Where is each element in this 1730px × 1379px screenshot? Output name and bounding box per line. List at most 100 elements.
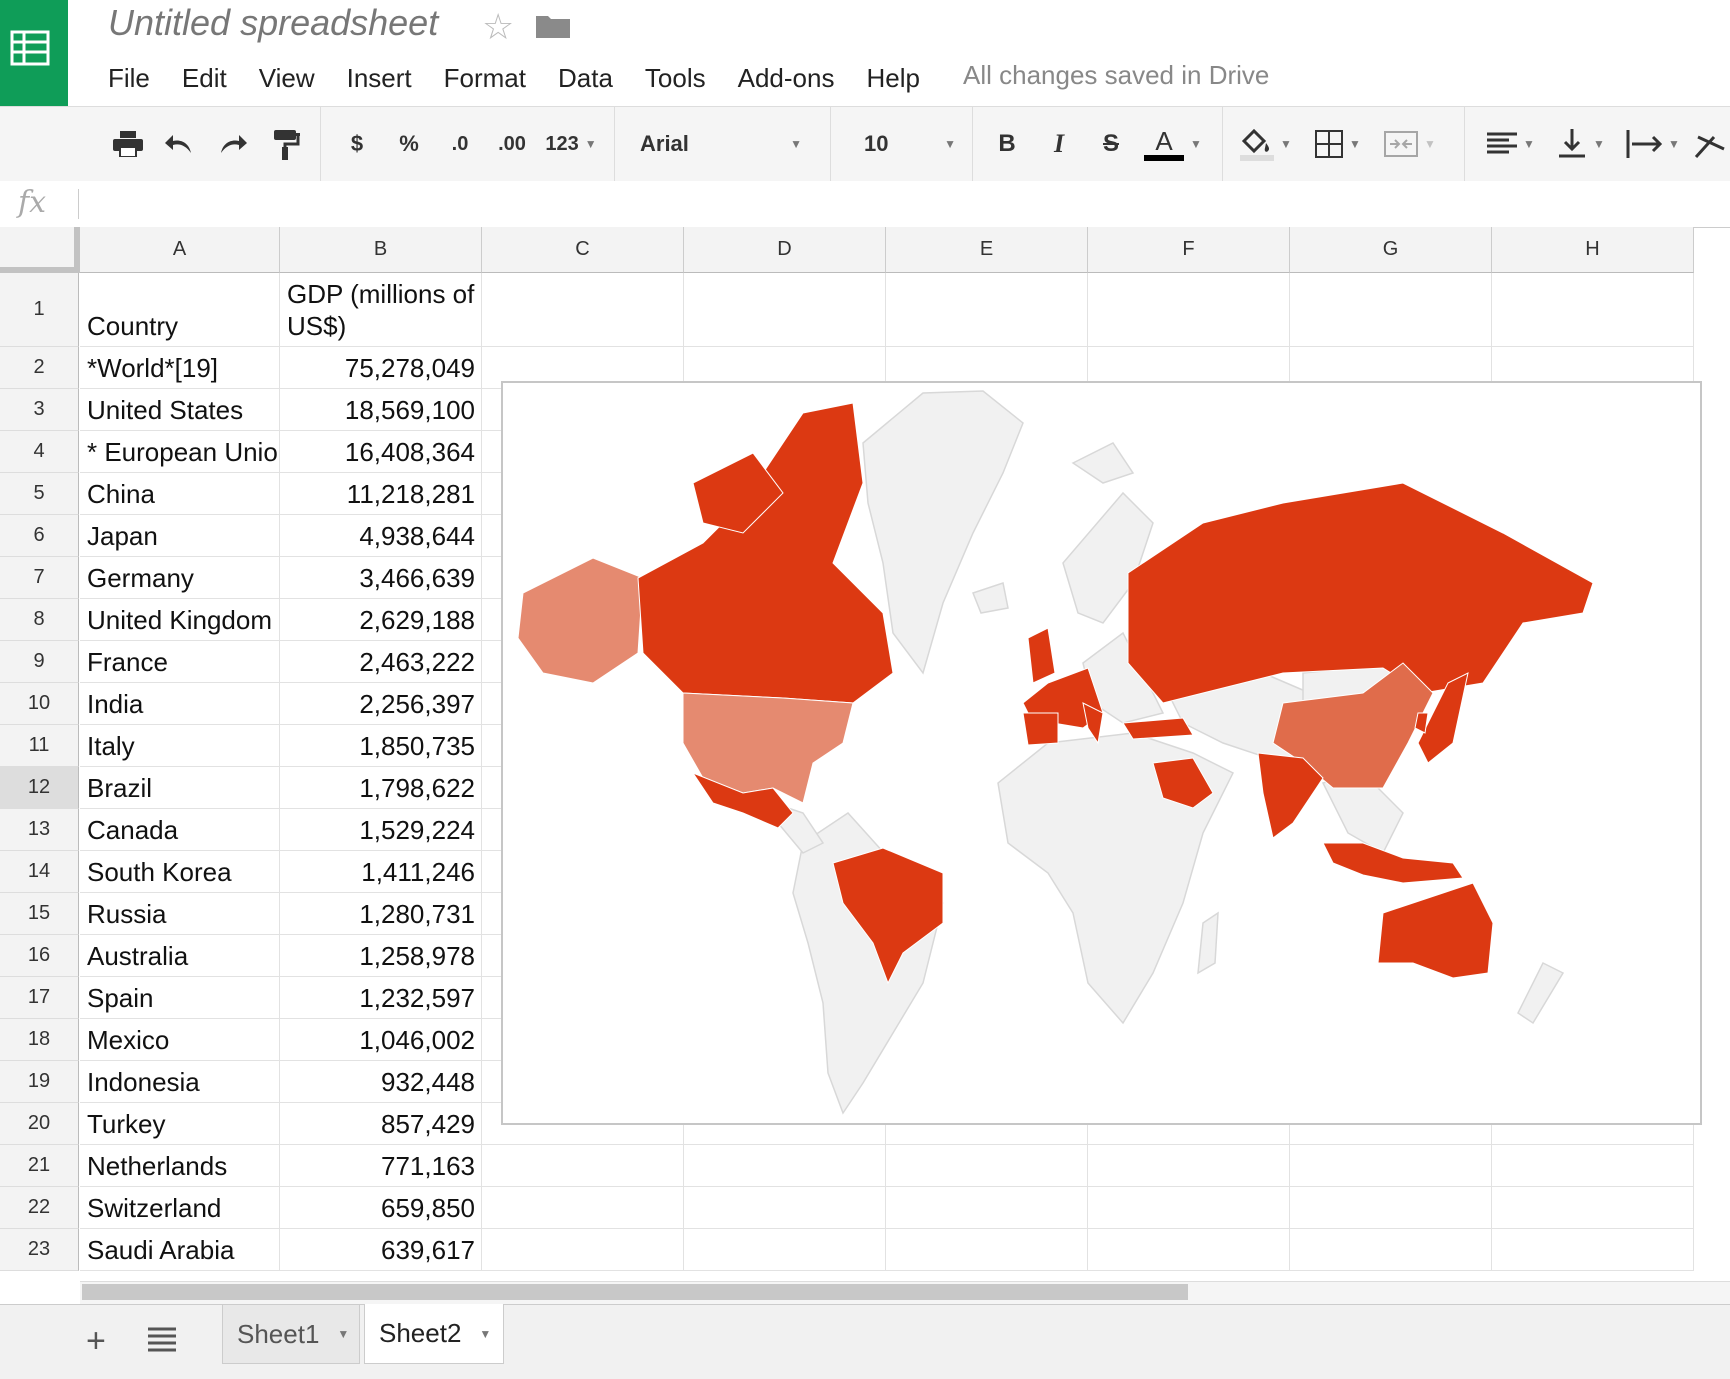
row-header[interactable]: 1 xyxy=(0,273,79,347)
column-header[interactable]: A xyxy=(80,227,280,273)
row-header[interactable]: 16 xyxy=(0,935,79,977)
row-header[interactable]: 18 xyxy=(0,1019,79,1061)
row-header[interactable]: 19 xyxy=(0,1061,79,1103)
cell-gdp[interactable]: 639,617 xyxy=(280,1229,482,1271)
cell-country[interactable]: Italy xyxy=(80,725,280,767)
cell-gdp[interactable]: 857,429 xyxy=(280,1103,482,1145)
cell-gdp[interactable]: 1,046,002 xyxy=(280,1019,482,1061)
cell-country[interactable]: Switzerland xyxy=(80,1187,280,1229)
cell-country[interactable]: United States xyxy=(80,389,280,431)
row-header[interactable]: 9 xyxy=(0,641,79,683)
add-sheet-icon[interactable]: + xyxy=(86,1322,106,1360)
cell-country[interactable]: *World*[19] xyxy=(80,347,280,389)
cell-country[interactable]: Country xyxy=(80,273,280,347)
menu-edit[interactable]: Edit xyxy=(181,62,227,93)
font-size-select[interactable]: 10 ▼ xyxy=(850,107,960,181)
menu-format[interactable]: Format xyxy=(443,62,526,93)
cell-gdp[interactable]: 1,850,735 xyxy=(280,725,482,767)
empty-cell[interactable] xyxy=(1088,1187,1290,1229)
more-formats-button[interactable]: 123 ▼ xyxy=(540,107,602,181)
currency-format-button[interactable]: $ xyxy=(350,131,364,156)
empty-cell[interactable] xyxy=(886,273,1088,347)
cell-gdp[interactable]: 659,850 xyxy=(280,1187,482,1229)
row-header[interactable]: 17 xyxy=(0,977,79,1019)
sheets-logo-icon[interactable] xyxy=(0,0,68,106)
row-header[interactable]: 11 xyxy=(0,725,79,767)
bold-button[interactable]: B xyxy=(998,130,1016,157)
cell-gdp[interactable]: 3,466,639 xyxy=(280,557,482,599)
empty-cell[interactable] xyxy=(1088,1145,1290,1187)
cell-gdp[interactable]: 18,569,100 xyxy=(280,389,482,431)
font-family-select[interactable]: Arial ▼ xyxy=(624,107,814,181)
empty-cell[interactable] xyxy=(684,1145,886,1187)
empty-cell[interactable] xyxy=(886,1229,1088,1271)
cell-gdp[interactable]: 16,408,364 xyxy=(280,431,482,473)
cell-country[interactable]: Germany xyxy=(80,557,280,599)
cell-country[interactable]: Saudi Arabia xyxy=(80,1229,280,1271)
cell-gdp[interactable]: 1,258,978 xyxy=(280,935,482,977)
menu-tools[interactable]: Tools xyxy=(644,62,706,93)
cell-country[interactable]: India xyxy=(80,683,280,725)
row-header[interactable]: 4 xyxy=(0,431,79,473)
cell-country[interactable]: United Kingdom xyxy=(80,599,280,641)
select-all-corner[interactable] xyxy=(0,227,80,273)
row-header[interactable]: 21 xyxy=(0,1145,79,1187)
cell-gdp[interactable]: 1,280,731 xyxy=(280,893,482,935)
vertical-align-button[interactable]: ▼ xyxy=(1550,107,1612,181)
cell-country[interactable]: Brazil xyxy=(80,767,280,809)
row-header[interactable]: 10 xyxy=(0,683,79,725)
empty-cell[interactable] xyxy=(1290,1145,1492,1187)
cell-gdp[interactable]: 11,218,281 xyxy=(280,473,482,515)
row-header[interactable]: 8 xyxy=(0,599,79,641)
menu-insert[interactable]: Insert xyxy=(346,62,412,93)
row-header[interactable]: 3 xyxy=(0,389,79,431)
fill-color-button[interactable]: ▼ xyxy=(1236,107,1296,181)
row-header[interactable]: 13 xyxy=(0,809,79,851)
empty-cell[interactable] xyxy=(482,273,684,347)
empty-cell[interactable] xyxy=(1290,273,1492,347)
row-header[interactable]: 5 xyxy=(0,473,79,515)
empty-cell[interactable] xyxy=(684,273,886,347)
cell-gdp[interactable]: 2,256,397 xyxy=(280,683,482,725)
cell-country[interactable]: Mexico xyxy=(80,1019,280,1061)
row-header[interactable]: 7 xyxy=(0,557,79,599)
sheet-tab-sheet2[interactable]: Sheet2 ▼ xyxy=(364,1304,504,1364)
column-header[interactable]: C xyxy=(482,227,684,273)
sheet-tab-sheet1[interactable]: Sheet1 ▼ xyxy=(222,1304,360,1364)
row-header[interactable]: 2 xyxy=(0,347,79,389)
empty-cell[interactable] xyxy=(1088,273,1290,347)
cell-gdp[interactable]: 932,448 xyxy=(280,1061,482,1103)
text-rotation-button[interactable] xyxy=(1694,107,1730,181)
row-header[interactable]: 22 xyxy=(0,1187,79,1229)
empty-cell[interactable] xyxy=(1088,1229,1290,1271)
cell-gdp[interactable]: 1,232,597 xyxy=(280,977,482,1019)
row-header[interactable]: 15 xyxy=(0,893,79,935)
menu-addons[interactable]: Add-ons xyxy=(737,62,835,93)
horizontal-scroll-thumb[interactable] xyxy=(82,1284,1188,1300)
increase-decimal-button[interactable]: .00 xyxy=(498,132,526,155)
cell-country[interactable]: * European Union xyxy=(80,431,280,473)
paint-format-icon[interactable] xyxy=(266,107,306,181)
empty-cell[interactable] xyxy=(1492,1145,1694,1187)
cell-country[interactable]: Turkey xyxy=(80,1103,280,1145)
decrease-decimal-button[interactable]: .0 xyxy=(451,132,469,155)
document-title[interactable]: Untitled spreadsheet xyxy=(108,2,439,43)
column-header[interactable]: D xyxy=(684,227,886,273)
borders-button[interactable]: ▼ xyxy=(1306,107,1370,181)
cell-country[interactable]: Australia xyxy=(80,935,280,977)
row-header[interactable]: 12 xyxy=(0,767,79,809)
redo-icon[interactable] xyxy=(212,107,252,181)
empty-cell[interactable] xyxy=(1492,273,1694,347)
cell-country[interactable]: China xyxy=(80,473,280,515)
cell-country[interactable]: Russia xyxy=(80,893,280,935)
menu-data[interactable]: Data xyxy=(557,62,613,93)
column-header[interactable]: G xyxy=(1290,227,1492,273)
percent-format-button[interactable]: % xyxy=(399,131,419,156)
empty-cell[interactable] xyxy=(1492,1229,1694,1271)
row-header[interactable]: 23 xyxy=(0,1229,79,1271)
column-header[interactable]: H xyxy=(1492,227,1694,273)
print-icon[interactable] xyxy=(108,107,148,181)
strikethrough-button[interactable]: S xyxy=(1102,130,1119,157)
cell-country[interactable]: Spain xyxy=(80,977,280,1019)
column-header[interactable]: B xyxy=(280,227,482,273)
